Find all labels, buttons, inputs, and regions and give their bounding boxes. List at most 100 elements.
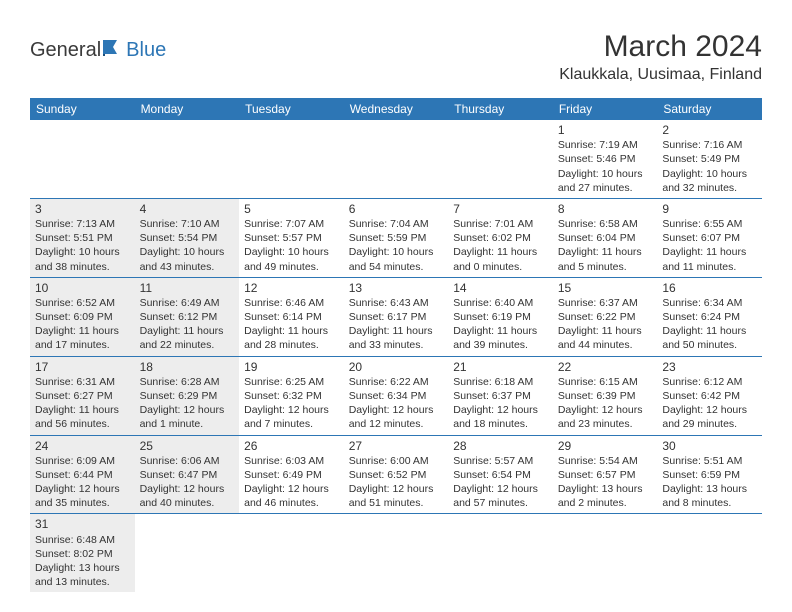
daylight-text: Daylight: 12 hours [35,482,130,496]
sunrise-text: Sunrise: 6:58 AM [558,217,653,231]
sunset-text: Sunset: 6:34 PM [349,389,444,403]
logo-text-2: Blue [126,39,166,62]
empty-cell [135,120,240,198]
day-number: 17 [35,359,130,375]
sunset-text: Sunset: 6:07 PM [662,231,757,245]
sunset-text: Sunset: 8:02 PM [35,547,130,561]
sunrise-text: Sunrise: 6:18 AM [453,375,548,389]
sunrise-text: Sunrise: 5:54 AM [558,454,653,468]
empty-cell [344,514,449,592]
daylight-text: Daylight: 11 hours [662,245,757,259]
day-cell: 31Sunrise: 6:48 AMSunset: 8:02 PMDayligh… [30,514,135,592]
daylight-text: and 38 minutes. [35,260,130,274]
empty-cell [657,514,762,592]
logo: General Blue [30,30,166,62]
day-cell: 28Sunrise: 5:57 AMSunset: 6:54 PMDayligh… [448,435,553,514]
day-number: 14 [453,280,548,296]
daylight-text: and 51 minutes. [349,496,444,510]
daylight-text: and 27 minutes. [558,181,653,195]
day-number: 11 [140,280,235,296]
daylight-text: Daylight: 11 hours [244,324,339,338]
daylight-text: and 43 minutes. [140,260,235,274]
sunrise-text: Sunrise: 6:09 AM [35,454,130,468]
sunrise-text: Sunrise: 6:55 AM [662,217,757,231]
calendar-row: 17Sunrise: 6:31 AMSunset: 6:27 PMDayligh… [30,356,762,435]
daylight-text: Daylight: 11 hours [35,403,130,417]
daylight-text: Daylight: 11 hours [453,245,548,259]
day-cell: 13Sunrise: 6:43 AMSunset: 6:17 PMDayligh… [344,277,449,356]
day-number: 3 [35,201,130,217]
daylight-text: and 56 minutes. [35,417,130,431]
sunset-text: Sunset: 6:12 PM [140,310,235,324]
day-number: 21 [453,359,548,375]
daylight-text: Daylight: 13 hours [558,482,653,496]
day-cell: 2Sunrise: 7:16 AMSunset: 5:49 PMDaylight… [657,120,762,198]
day-number: 15 [558,280,653,296]
logo-text-1: General [30,39,101,62]
day-number: 24 [35,438,130,454]
daylight-text: and 49 minutes. [244,260,339,274]
sunrise-text: Sunrise: 5:57 AM [453,454,548,468]
day-cell: 19Sunrise: 6:25 AMSunset: 6:32 PMDayligh… [239,356,344,435]
daylight-text: and 29 minutes. [662,417,757,431]
day-number: 7 [453,201,548,217]
day-cell: 25Sunrise: 6:06 AMSunset: 6:47 PMDayligh… [135,435,240,514]
day-number: 22 [558,359,653,375]
daylight-text: and 46 minutes. [244,496,339,510]
day-header-mon: Monday [135,98,240,120]
empty-cell [344,120,449,198]
sunrise-text: Sunrise: 6:37 AM [558,296,653,310]
daylight-text: Daylight: 10 hours [558,167,653,181]
day-cell: 11Sunrise: 6:49 AMSunset: 6:12 PMDayligh… [135,277,240,356]
day-cell: 17Sunrise: 6:31 AMSunset: 6:27 PMDayligh… [30,356,135,435]
day-cell: 15Sunrise: 6:37 AMSunset: 6:22 PMDayligh… [553,277,658,356]
daylight-text: Daylight: 11 hours [35,324,130,338]
daylight-text: and 11 minutes. [662,260,757,274]
daylight-text: Daylight: 11 hours [662,324,757,338]
daylight-text: Daylight: 10 hours [662,167,757,181]
day-cell: 7Sunrise: 7:01 AMSunset: 6:02 PMDaylight… [448,198,553,277]
sunset-text: Sunset: 6:57 PM [558,468,653,482]
day-number: 28 [453,438,548,454]
day-number: 4 [140,201,235,217]
sunrise-text: Sunrise: 6:12 AM [662,375,757,389]
sunset-text: Sunset: 6:49 PM [244,468,339,482]
calendar-table: Sunday Monday Tuesday Wednesday Thursday… [30,98,762,592]
day-number: 10 [35,280,130,296]
daylight-text: Daylight: 13 hours [35,561,130,575]
day-cell: 24Sunrise: 6:09 AMSunset: 6:44 PMDayligh… [30,435,135,514]
daylight-text: Daylight: 11 hours [349,324,444,338]
daylight-text: and 44 minutes. [558,338,653,352]
sunset-text: Sunset: 6:42 PM [662,389,757,403]
header: General Blue March 2024 Klaukkala, Uusim… [30,30,762,88]
daylight-text: and 17 minutes. [35,338,130,352]
daylight-text: Daylight: 12 hours [453,403,548,417]
sunrise-text: Sunrise: 6:15 AM [558,375,653,389]
sunrise-text: Sunrise: 6:48 AM [35,533,130,547]
day-number: 30 [662,438,757,454]
day-cell: 10Sunrise: 6:52 AMSunset: 6:09 PMDayligh… [30,277,135,356]
daylight-text: and 28 minutes. [244,338,339,352]
sunrise-text: Sunrise: 6:34 AM [662,296,757,310]
day-header-sat: Saturday [657,98,762,120]
empty-cell [448,514,553,592]
day-number: 31 [35,516,130,532]
calendar-row: 10Sunrise: 6:52 AMSunset: 6:09 PMDayligh… [30,277,762,356]
sunrise-text: Sunrise: 7:19 AM [558,138,653,152]
calendar-row: 3Sunrise: 7:13 AMSunset: 5:51 PMDaylight… [30,198,762,277]
sunrise-text: Sunrise: 6:06 AM [140,454,235,468]
daylight-text: Daylight: 10 hours [244,245,339,259]
day-cell: 14Sunrise: 6:40 AMSunset: 6:19 PMDayligh… [448,277,553,356]
sunset-text: Sunset: 6:27 PM [35,389,130,403]
sunset-text: Sunset: 6:02 PM [453,231,548,245]
day-number: 16 [662,280,757,296]
daylight-text: Daylight: 13 hours [662,482,757,496]
day-number: 2 [662,122,757,138]
day-header-sun: Sunday [30,98,135,120]
daylight-text: and 22 minutes. [140,338,235,352]
sunset-text: Sunset: 5:59 PM [349,231,444,245]
sunset-text: Sunset: 6:32 PM [244,389,339,403]
day-number: 5 [244,201,339,217]
sunset-text: Sunset: 6:39 PM [558,389,653,403]
sunset-text: Sunset: 6:04 PM [558,231,653,245]
